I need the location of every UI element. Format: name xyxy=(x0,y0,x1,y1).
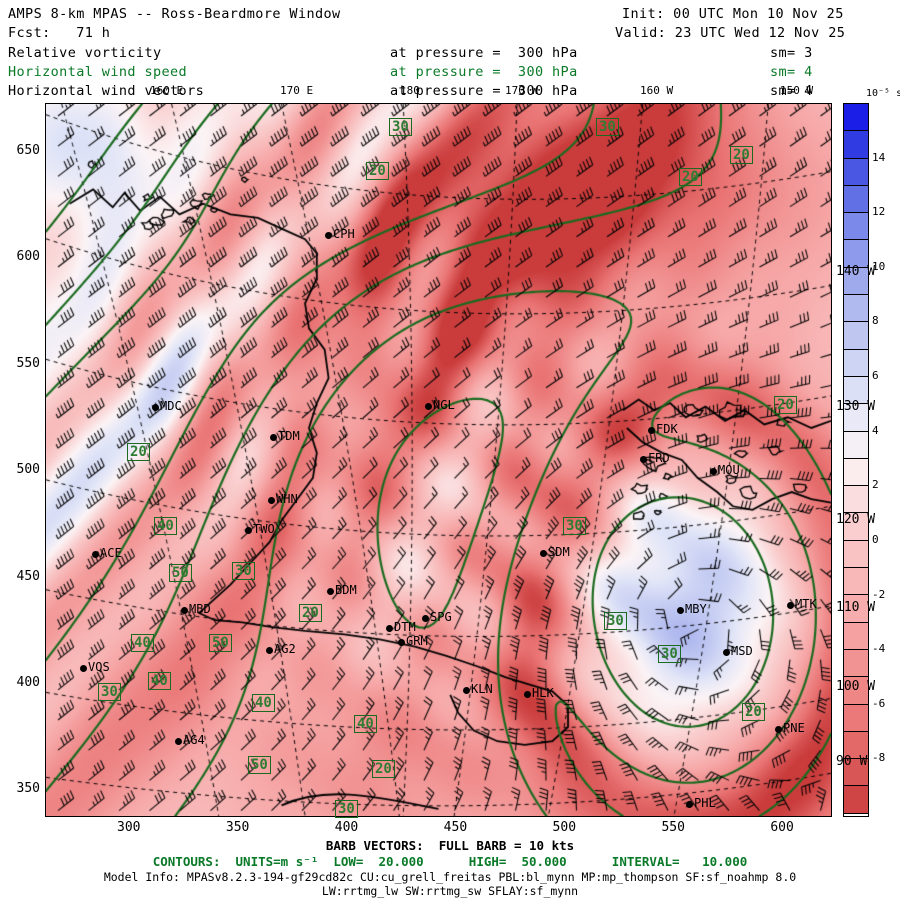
x-axis-tick-label: 350 xyxy=(225,820,250,835)
colorbar-units: 10⁻⁵ s⁻¹ xyxy=(866,88,900,99)
barb-legend: BARB VECTORS: FULL BARB = 10 kts xyxy=(325,838,575,853)
colorbar-tick-label: 0 xyxy=(872,532,879,546)
field-3-sm: sm= 4 xyxy=(770,83,813,99)
page-title: AMPS 8-km MPAS -- Ross-Beardmore Window xyxy=(8,6,341,22)
latitude-label: 140 W xyxy=(836,264,876,279)
field-2-name: Horizontal wind speed xyxy=(8,64,188,80)
colorbar-cell xyxy=(844,158,868,186)
colorbar-cell xyxy=(844,131,868,159)
wind-barbs-and-contours xyxy=(46,104,831,816)
colorbar-cell xyxy=(844,295,868,323)
colorbar-tick-label: 4 xyxy=(872,423,879,437)
colorbar[interactable] xyxy=(843,103,869,817)
longitude-label: 180 xyxy=(400,84,420,97)
field-3-pressure: at pressure = 300 hPa xyxy=(390,83,578,99)
colorbar-cell xyxy=(844,622,868,650)
latitude-label: 90 W xyxy=(836,754,868,769)
x-axis-tick-label: 500 xyxy=(552,820,577,835)
colorbar-tick-label: -8 xyxy=(872,751,886,765)
model-info-2: LW:rrtmg_lw SW:rrtmg_sw SFLAY:sf_mynn xyxy=(321,884,579,898)
colorbar-tick-label: 6 xyxy=(872,369,879,383)
colorbar-cell xyxy=(844,431,868,459)
colorbar-cell xyxy=(844,376,868,405)
y-axis-tick-label: 400 xyxy=(16,675,40,691)
longitude-label: 160 E xyxy=(150,84,184,97)
colorbar-cell xyxy=(844,568,868,596)
colorbar-cell xyxy=(844,404,868,432)
colorbar-tick-label: 14 xyxy=(872,150,886,164)
colorbar-cell xyxy=(844,458,868,487)
colorbar-tick-label: -6 xyxy=(872,696,886,710)
contour-legend: CONTOURS: UNITS=m s⁻¹ LOW= 20.000 HIGH= … xyxy=(152,854,748,869)
latitude-label: 120 W xyxy=(836,512,876,527)
colorbar-tick-label: -2 xyxy=(872,587,886,601)
colorbar-cell xyxy=(844,185,868,214)
colorbar-cell xyxy=(844,486,868,514)
field-2-sm: sm= 4 xyxy=(770,64,813,80)
field-3-name: Horizontal wind vectors xyxy=(8,83,205,99)
x-axis-tick-label: 450 xyxy=(443,820,468,835)
x-axis-tick-label: 600 xyxy=(770,820,794,835)
y-axis-tick-label: 500 xyxy=(16,462,40,478)
colorbar-cell xyxy=(844,704,868,732)
field-1-sm: sm= 3 xyxy=(770,45,813,61)
field-1-name: Relative vorticity xyxy=(8,45,162,61)
longitude-label: 150 W xyxy=(780,84,814,97)
colorbar-cell xyxy=(844,513,868,541)
x-axis-tick-label: 300 xyxy=(117,820,141,835)
longitude-label: 170 E xyxy=(280,84,314,97)
x-axis-tick-label: 550 xyxy=(661,820,685,835)
colorbar-cell xyxy=(844,213,868,241)
colorbar-tick-label: 8 xyxy=(872,314,879,328)
colorbar-cell xyxy=(844,322,868,350)
map-plot-area[interactable] xyxy=(45,103,832,817)
longitude-label: 160 W xyxy=(640,84,674,97)
valid-time: Valid: 23 UTC Wed 12 Nov 25 xyxy=(615,25,846,41)
colorbar-cell xyxy=(844,349,868,377)
y-axis-tick-label: 450 xyxy=(16,568,40,584)
y-axis-tick-label: 650 xyxy=(16,142,40,158)
colorbar-cell xyxy=(844,786,868,814)
colorbar-cell xyxy=(844,759,868,787)
latitude-label: 130 W xyxy=(836,399,876,414)
field-1-pressure: at pressure = 300 hPa xyxy=(390,45,578,61)
latitude-label: 100 W xyxy=(836,679,876,694)
y-axis-tick-label: 350 xyxy=(16,781,40,797)
colorbar-cell xyxy=(844,540,868,569)
init-time: Init: 00 UTC Mon 10 Nov 25 xyxy=(622,6,844,22)
x-axis-tick-label: 400 xyxy=(334,820,359,835)
colorbar-tick-label: 12 xyxy=(872,205,886,219)
colorbar-cell xyxy=(844,267,868,296)
colorbar-tick-label: -4 xyxy=(872,642,886,656)
colorbar-cell xyxy=(844,104,868,132)
colorbar-tick-label: 2 xyxy=(872,478,879,492)
colorbar-cell xyxy=(844,649,868,678)
colorbar-cell xyxy=(844,677,868,705)
forecast-hour: Fcst: 71 h xyxy=(8,25,111,41)
colorbar-cell xyxy=(844,240,868,268)
latitude-label: 110 W xyxy=(836,600,876,615)
y-axis-tick-label: 600 xyxy=(16,249,40,265)
model-info: Model Info: MPASv8.2.3-194-gf29cd82c CU:… xyxy=(103,870,797,884)
colorbar-cell xyxy=(844,731,868,760)
colorbar-cell xyxy=(844,595,868,623)
longitude-label: 170 W xyxy=(505,84,539,97)
colorbar-tick-label: 10 xyxy=(872,259,886,273)
y-axis-tick-label: 550 xyxy=(16,355,40,371)
field-2-pressure: at pressure = 300 hPa xyxy=(390,64,578,80)
